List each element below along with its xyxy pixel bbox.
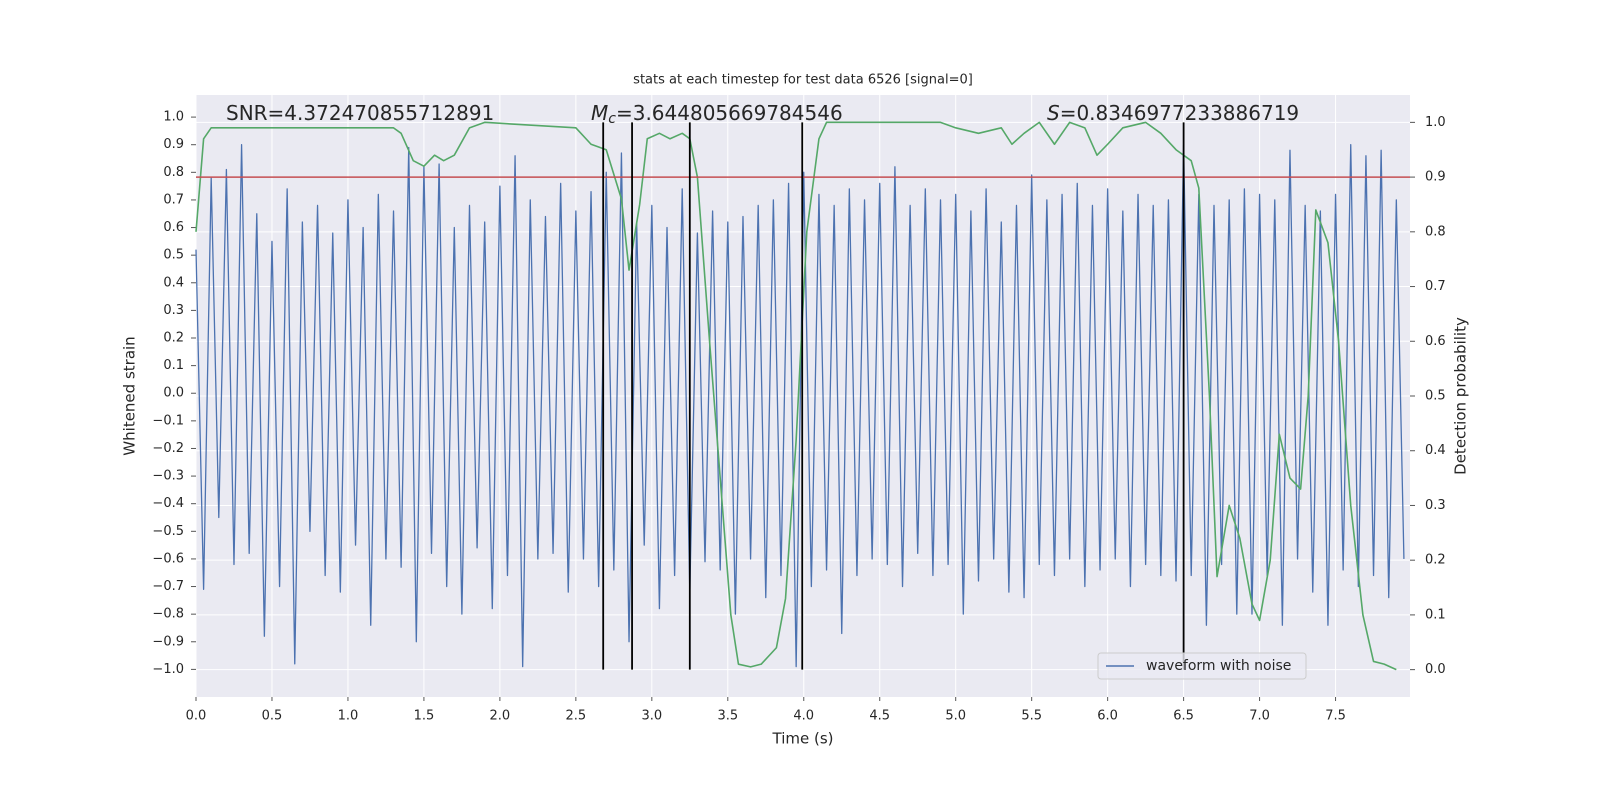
annotation: S=0.8346977233886719: [1047, 101, 1299, 125]
annotation-text: SNR=4.372470855712891: [226, 101, 494, 125]
x-tick-label: 2.5: [566, 709, 587, 724]
x-tick-label: 4.5: [869, 709, 890, 724]
x-tick-label: 0.0: [186, 709, 207, 724]
y2-tick-label: 0.6: [1425, 334, 1446, 349]
y-tick-label: −0.8: [152, 607, 184, 622]
x-tick-label: 1.5: [414, 709, 435, 724]
series-line: [195, 144, 1405, 668]
y2-tick-label: 0.1: [1425, 607, 1446, 622]
y2-tick-label: 0.9: [1425, 170, 1446, 185]
y-tick-label: −0.5: [152, 524, 184, 539]
x-tick-label: 3.0: [641, 709, 662, 724]
annotation-text: =3.644805669784546: [616, 101, 843, 125]
x-tick-label: 1.0: [338, 709, 359, 724]
x-tick-label: 5.5: [1021, 709, 1042, 724]
y-tick-label: 0.5: [163, 248, 184, 263]
y-tick-label: −0.6: [152, 551, 184, 566]
y-tick-label: 0.2: [163, 331, 184, 346]
y2-axis-label: Detection probability: [1452, 317, 1470, 475]
legend-label: waveform with noise: [1146, 658, 1291, 674]
series-line: [195, 121, 1397, 671]
annotation: SNR=4.372470855712891: [226, 101, 494, 125]
y-tick-label: −0.3: [152, 469, 184, 484]
y-tick-label: −0.2: [152, 441, 184, 456]
annotation: Mc=3.644805669784546: [591, 101, 843, 128]
y-tick-label: −1.0: [152, 662, 184, 677]
x-axis-label: Time (s): [772, 730, 834, 748]
y2-tick-label: 0.2: [1425, 553, 1446, 568]
y2-tick-label: 0.7: [1425, 279, 1446, 294]
y-tick-label: 0.0: [163, 386, 184, 401]
y-tick-label: −0.9: [152, 634, 184, 649]
y-tick-label: 0.7: [163, 192, 184, 207]
y2-tick-label: 0.5: [1425, 389, 1446, 404]
x-tick-label: 6.5: [1173, 709, 1194, 724]
x-tick-label: 4.0: [793, 709, 814, 724]
x-tick-label: 3.5: [717, 709, 738, 724]
x-tick-label: 0.5: [262, 709, 283, 724]
y-tick-label: 0.9: [163, 137, 184, 152]
y-tick-label: −0.4: [152, 496, 184, 511]
y2-tick-label: 0.8: [1425, 224, 1446, 239]
annotation-text: =0.8346977233886719: [1060, 101, 1299, 125]
y-tick-label: −0.1: [152, 413, 184, 428]
x-tick-label: 7.0: [1249, 709, 1270, 724]
annotation-symbol: M: [591, 101, 608, 125]
y2-tick-label: 1.0: [1425, 115, 1446, 130]
chart-title: stats at each timestep for test data 652…: [633, 73, 973, 88]
y-axis-label: Whitened strain: [121, 336, 139, 455]
y-tick-label: 0.4: [163, 275, 184, 290]
y-tick-label: 0.6: [163, 220, 184, 235]
legend-box: [1097, 652, 1307, 680]
annotation-symbol: S: [1047, 101, 1060, 125]
y2-tick-label: 0.3: [1425, 498, 1446, 513]
y-tick-label: 0.3: [163, 303, 184, 318]
y-tick-label: −0.7: [152, 579, 184, 594]
y-tick-label: 1.0: [163, 110, 184, 125]
y2-tick-label: 0.0: [1425, 662, 1446, 677]
y-tick-label: 0.1: [163, 358, 184, 373]
x-tick-label: 2.0: [490, 709, 511, 724]
y-tick-label: 0.8: [163, 165, 184, 180]
annotation-subscript: c: [608, 111, 616, 127]
y2-tick-label: 0.4: [1425, 443, 1446, 458]
x-tick-label: 6.0: [1097, 709, 1118, 724]
x-tick-label: 7.5: [1325, 709, 1346, 724]
x-tick-label: 5.0: [945, 709, 966, 724]
